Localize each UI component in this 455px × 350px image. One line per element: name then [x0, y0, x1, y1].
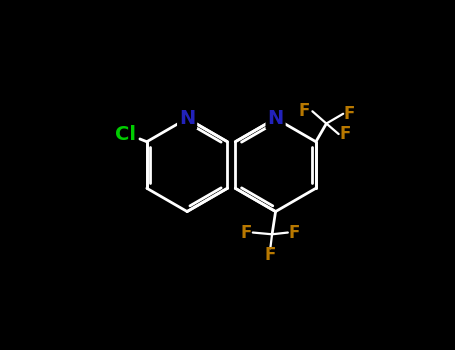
Text: Cl: Cl	[115, 125, 136, 144]
Text: F: F	[288, 224, 300, 241]
Text: F: F	[241, 224, 252, 241]
Text: N: N	[179, 109, 195, 128]
Text: F: F	[344, 105, 355, 123]
Text: N: N	[268, 109, 284, 128]
Text: F: F	[299, 102, 310, 120]
Text: N: N	[179, 109, 195, 128]
Text: F: F	[265, 246, 276, 264]
Text: F: F	[339, 125, 351, 143]
Text: Cl: Cl	[115, 125, 136, 144]
Text: N: N	[268, 109, 284, 128]
